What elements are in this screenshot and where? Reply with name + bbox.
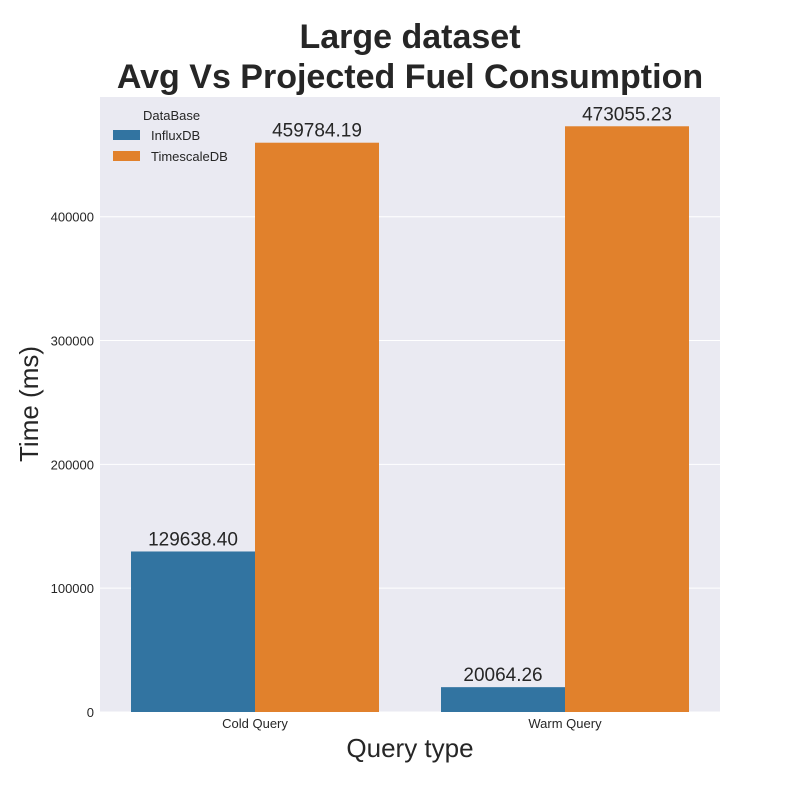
x-tick-label: Cold Query — [222, 716, 288, 731]
x-axis-label: Query type — [346, 733, 473, 763]
bar-value-label: 129638.40 — [148, 529, 238, 550]
chart-title-line-1: Large dataset — [299, 18, 520, 56]
value-labels: 129638.40 459784.19 20064.26 473055.23 — [148, 104, 672, 686]
bar-value-label: 459784.19 — [272, 121, 362, 142]
legend-swatch-influxdb — [113, 130, 140, 140]
bar-influxdb-cold-query — [131, 551, 255, 712]
bar-timescaledb-cold-query — [255, 142, 379, 712]
legend-label-influxdb: InfluxDB — [151, 128, 200, 143]
y-tick-label: 100000 — [51, 581, 94, 596]
bar-timescaledb-warm-query — [565, 126, 689, 712]
x-tick-label: Warm Query — [528, 716, 602, 731]
y-tick-label: 300000 — [51, 334, 94, 349]
y-axis-label: Time (ms) — [14, 346, 44, 462]
x-axis-ticks: Cold Query Warm Query — [222, 716, 602, 731]
y-tick-label: 200000 — [51, 457, 94, 472]
bar-value-label: 20064.26 — [463, 665, 542, 686]
legend-swatch-timescaledb — [113, 151, 140, 161]
legend: DataBase InfluxDB TimescaleDB — [113, 108, 228, 164]
bar-influxdb-warm-query — [441, 687, 565, 712]
legend-label-timescaledb: TimescaleDB — [151, 149, 228, 164]
bars — [131, 126, 689, 712]
bar-value-label: 473055.23 — [582, 104, 672, 125]
chart-title-line-2: Avg Vs Projected Fuel Consumption — [117, 58, 703, 96]
y-tick-label: 400000 — [51, 210, 94, 225]
y-tick-label: 0 — [87, 705, 94, 720]
legend-title: DataBase — [143, 108, 200, 123]
y-axis-ticks: 0 100000 200000 300000 400000 — [51, 210, 94, 720]
